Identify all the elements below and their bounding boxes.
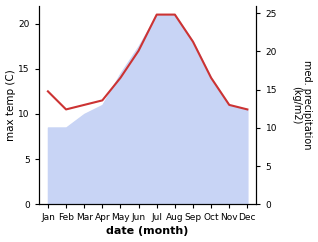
Y-axis label: med. precipitation
(kg/m2): med. precipitation (kg/m2) [291, 60, 313, 150]
Y-axis label: max temp (C): max temp (C) [5, 69, 16, 141]
X-axis label: date (month): date (month) [107, 227, 189, 236]
